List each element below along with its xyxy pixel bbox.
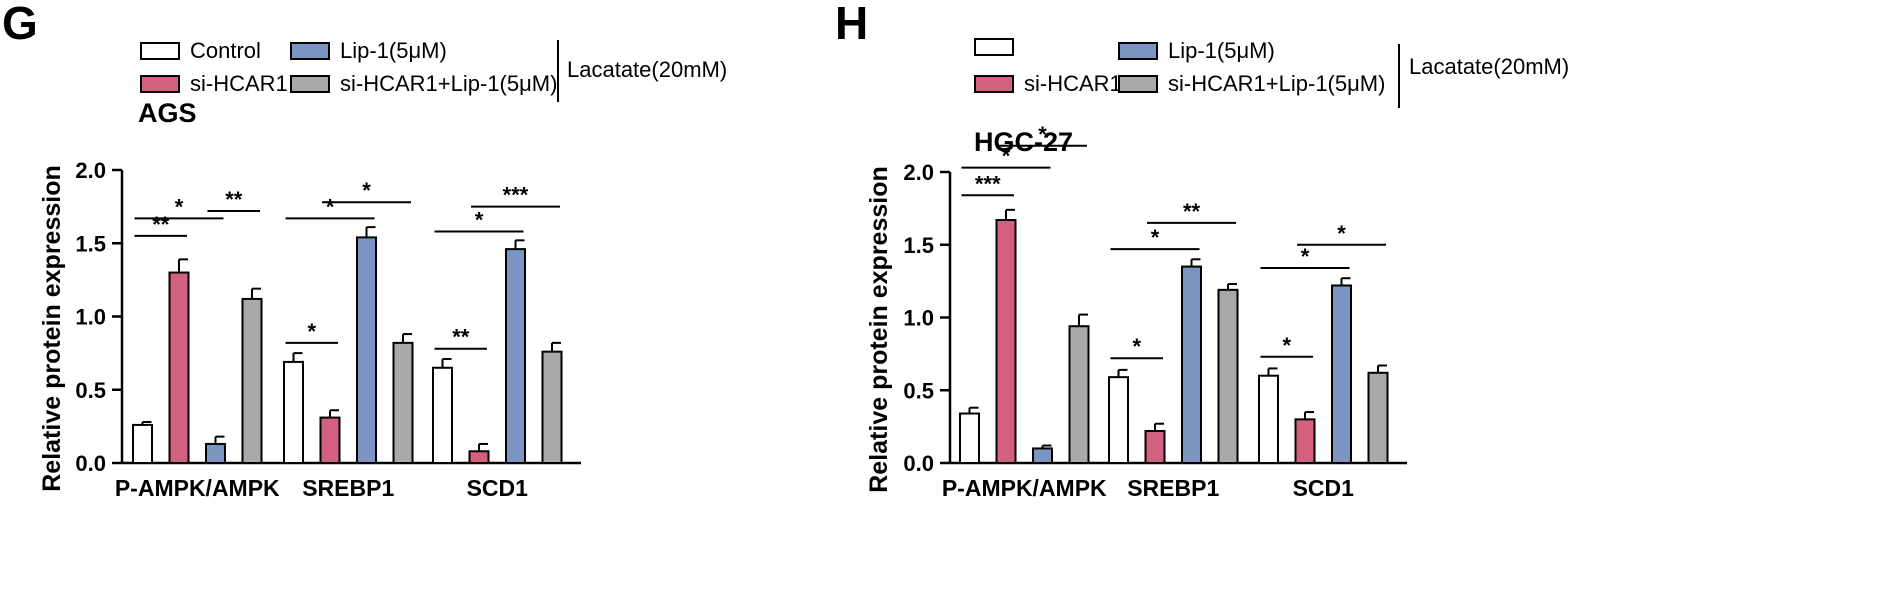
significance-label: **	[225, 187, 243, 212]
y-tick-label: 1.5	[75, 231, 106, 256]
significance-label: *	[362, 178, 371, 203]
significance-label: *	[326, 194, 335, 219]
bar	[319, 416, 341, 464]
y-tick-label: 2.0	[903, 160, 934, 185]
bar	[1294, 418, 1316, 465]
panel-label-h: H	[835, 0, 869, 49]
bar	[432, 366, 453, 464]
legend-item-control: Control	[140, 38, 261, 64]
y-tick-label: 0.5	[75, 378, 106, 403]
legend-item-si-hcar1-lip-1: si-HCAR1+Lip-1(5μM)	[290, 71, 557, 97]
legend-label: Control	[190, 38, 261, 63]
significance-label: *	[1301, 244, 1310, 269]
cell-line-title-h: HGC-27	[974, 127, 1074, 157]
bar	[505, 248, 526, 464]
bar	[283, 360, 304, 465]
bar	[959, 412, 980, 464]
y-axis-label: Relative protein expression	[865, 166, 893, 493]
legend-bracket-h	[1398, 44, 1400, 108]
x-tick-label: SREBP1	[302, 475, 394, 501]
panel-label-g: G	[2, 0, 38, 49]
y-tick-label: 0.0	[75, 451, 106, 476]
bar	[1367, 371, 1389, 465]
legend-swatch-control	[140, 42, 180, 60]
legend-swatch-si-hcar1-lip-1	[290, 75, 330, 93]
bar	[1258, 374, 1279, 465]
bar	[1217, 288, 1239, 465]
significance-label: *	[475, 208, 484, 233]
bar	[1144, 429, 1166, 464]
bar	[132, 423, 153, 465]
legend-item-si-hcar1: si-HCAR1	[974, 71, 1122, 97]
bar	[1032, 447, 1053, 465]
legend-note-h: Lacatate(20mM)	[1409, 54, 1570, 79]
x-tick-label: SCD1	[467, 475, 529, 501]
y-axis-label: Relative protein expression	[38, 165, 66, 492]
significance-label: *	[1151, 225, 1160, 250]
legend-swatch-si-hcar1	[974, 75, 1014, 93]
bar	[468, 450, 490, 464]
x-tick-label: P-AMPK/AMPK	[942, 475, 1107, 501]
legend-label: si-HCAR1	[190, 71, 288, 96]
bar	[1068, 325, 1090, 465]
y-tick-label: 1.0	[75, 305, 106, 330]
legend-swatch-lip-1	[1118, 42, 1158, 60]
legend-swatch-si-hcar1	[140, 75, 180, 93]
significance-label: *	[1038, 122, 1047, 147]
y-tick-label: 0.0	[903, 451, 934, 476]
bar	[241, 297, 263, 465]
significance-label: ***	[503, 183, 529, 208]
legend-label: si-HCAR1	[1024, 71, 1122, 96]
significance-label: **	[152, 212, 170, 237]
x-tick-label: SCD1	[1293, 475, 1355, 501]
significance-label: *	[1132, 334, 1141, 359]
y-tick-label: 2.0	[75, 158, 106, 183]
bar	[392, 341, 414, 464]
legend-swatch-control	[974, 38, 1014, 56]
bar	[1108, 376, 1129, 464]
legend-label: Lip-1(5μM)	[340, 38, 447, 63]
significance-label: *	[1337, 221, 1346, 246]
legend-item-lip-1: Lip-1(5μM)	[290, 38, 447, 64]
bar	[995, 219, 1017, 464]
legend-label: Lip-1(5μM)	[1168, 38, 1275, 63]
legend-bracket-g	[557, 40, 559, 102]
legend-label: si-HCAR1+Lip-1(5μM)	[340, 71, 558, 96]
bar	[1331, 284, 1352, 464]
significance-label: *	[307, 319, 316, 344]
cell-line-title-g: AGS	[138, 98, 197, 128]
legend-note-g: Lacatate(20mM)	[567, 57, 728, 82]
legend-item-lip-1: Lip-1(5μM)	[1118, 38, 1275, 64]
y-tick-label: 1.0	[903, 306, 934, 331]
significance-label: **	[452, 325, 470, 350]
legend-item-si-hcar1-lip-1: si-HCAR1+Lip-1(5μM)	[1118, 71, 1385, 97]
legend-swatch-lip-1	[290, 42, 330, 60]
significance-label: *	[1282, 333, 1291, 358]
significance-label: **	[1183, 199, 1201, 224]
legend-item-si-hcar1: si-HCAR1	[140, 71, 288, 97]
legend-item-control	[974, 38, 1024, 56]
bar	[541, 350, 563, 464]
bar	[168, 271, 190, 464]
legend-swatch-si-hcar1-lip-1	[1118, 75, 1158, 93]
x-tick-label: SREBP1	[1127, 475, 1219, 501]
x-tick-label: P-AMPK/AMPK	[115, 475, 280, 501]
legend-label: si-HCAR1+Lip-1(5μM)	[1168, 71, 1386, 96]
y-tick-label: 1.5	[903, 233, 934, 258]
significance-label: *	[1002, 144, 1011, 169]
bar	[356, 236, 377, 464]
significance-label: *	[175, 194, 184, 219]
y-tick-label: 0.5	[903, 378, 934, 403]
bar	[205, 442, 226, 464]
significance-label: ***	[975, 171, 1001, 196]
bar	[1181, 265, 1202, 465]
